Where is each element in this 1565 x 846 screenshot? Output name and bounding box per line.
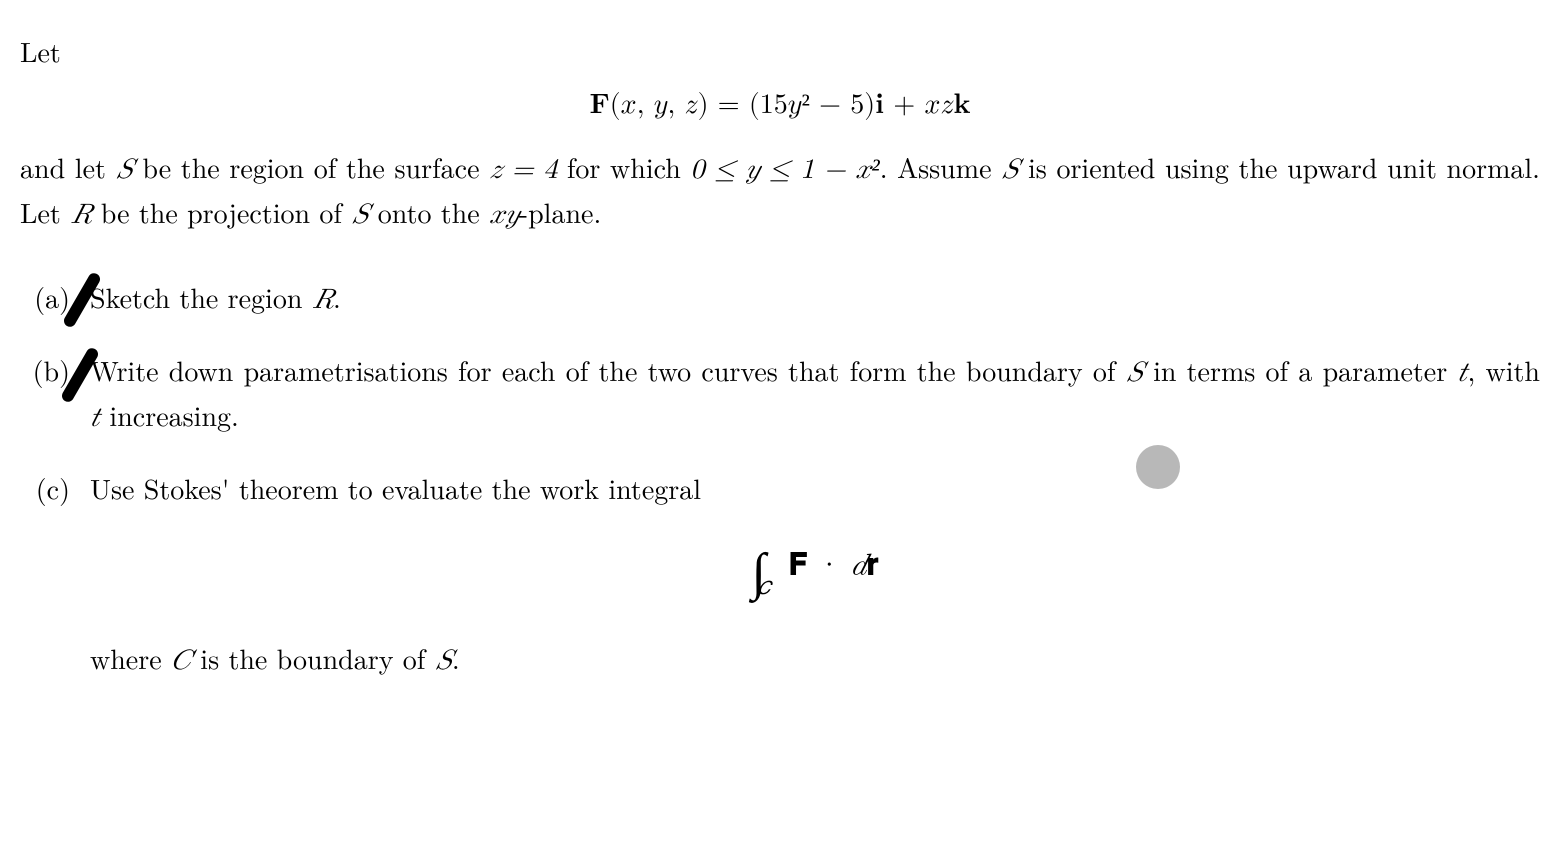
body-part3: for which [557, 147, 690, 187]
a-text1: Sketch the region [90, 277, 312, 317]
problem-content: Let 𝐅(𝑥, 𝑦, 𝑧) = (15𝑦² − 5)𝐢 + 𝑥𝑧𝐤 and l… [20, 30, 1540, 682]
where-clause: where 𝐶 is the boundary of 𝑆. [90, 637, 1540, 682]
b-text1: Write down parametrisations for each of … [90, 350, 1126, 390]
var-C-c: 𝐶 [171, 647, 191, 675]
r-vec: 𝐫 [867, 540, 879, 583]
where3: . [452, 638, 460, 678]
var-S-b: 𝑆 [1126, 359, 1143, 387]
body-part1: and let [20, 147, 116, 187]
equation-F: 𝐅(𝑥, 𝑦, 𝑧) = (15𝑦² − 5)𝐢 + 𝑥𝑧𝐤 [590, 91, 971, 119]
item-c: (c) Use Stokes' theorem to evaluate the … [20, 467, 1540, 682]
body-part4: . Assume [880, 147, 1001, 187]
where2: is the boundary of [191, 638, 435, 678]
grey-dot-annotation [1136, 445, 1180, 489]
sub-C: 𝐶 [758, 575, 771, 600]
body-part8: -plane. [519, 192, 601, 232]
body-part7: onto the [368, 192, 489, 232]
d-sym: 𝑑 [851, 550, 867, 580]
var-S-3: 𝑆 [351, 201, 368, 229]
b-text2: in terms of a parameter [1143, 350, 1458, 390]
work-integral: ∫𝐶 𝐅 · 𝑑𝐫 [90, 529, 1540, 607]
label-c: (c) [20, 467, 90, 509]
dot-sym: · [808, 540, 851, 583]
content-b: Write down parametrisations for each of … [90, 349, 1540, 439]
where1: where [90, 638, 171, 678]
var-t1-b: 𝑡 [1457, 359, 1467, 387]
var-R-a: 𝑅 [312, 286, 333, 314]
var-S-c: 𝑆 [435, 647, 452, 675]
F-vec: 𝐅 [789, 540, 808, 583]
var-S-1: 𝑆 [116, 156, 133, 184]
body-part6: be the projection of [91, 192, 351, 232]
content-c: Use Stokes' theorem to evaluate the work… [90, 467, 1540, 682]
var-t2-b: 𝑡 [90, 404, 100, 432]
item-b: (b) Write down parametrisations for each… [20, 349, 1540, 439]
item-a: (a) Sketch the region 𝑅. [20, 276, 1540, 321]
eq-bounds: 0 ≤ 𝑦 ≤ 1 − 𝑥² [690, 156, 879, 184]
eq-z4: 𝑧 = 4 [489, 156, 557, 184]
var-xy: 𝑥𝑦 [489, 201, 519, 229]
var-R-1: 𝑅 [70, 201, 91, 229]
content-a: Sketch the region 𝑅. [90, 276, 1540, 321]
a-text2: . [333, 277, 341, 317]
var-S-2: 𝑆 [1001, 156, 1018, 184]
body-part2: be the region of the surface [133, 147, 489, 187]
let-word: Let [20, 31, 61, 71]
c-text1: Use Stokes' theorem to evaluate the work… [90, 467, 1540, 509]
body-paragraph: and let 𝑆 be the region of the surface 𝑧… [20, 146, 1540, 236]
b-text3: , with [1468, 350, 1540, 390]
main-equation: 𝐅(𝑥, 𝑦, 𝑧) = (15𝑦² − 5)𝐢 + 𝑥𝑧𝐤 [20, 84, 1540, 126]
b-text4: increasing. [100, 395, 239, 435]
intro-text: Let [20, 30, 1540, 72]
